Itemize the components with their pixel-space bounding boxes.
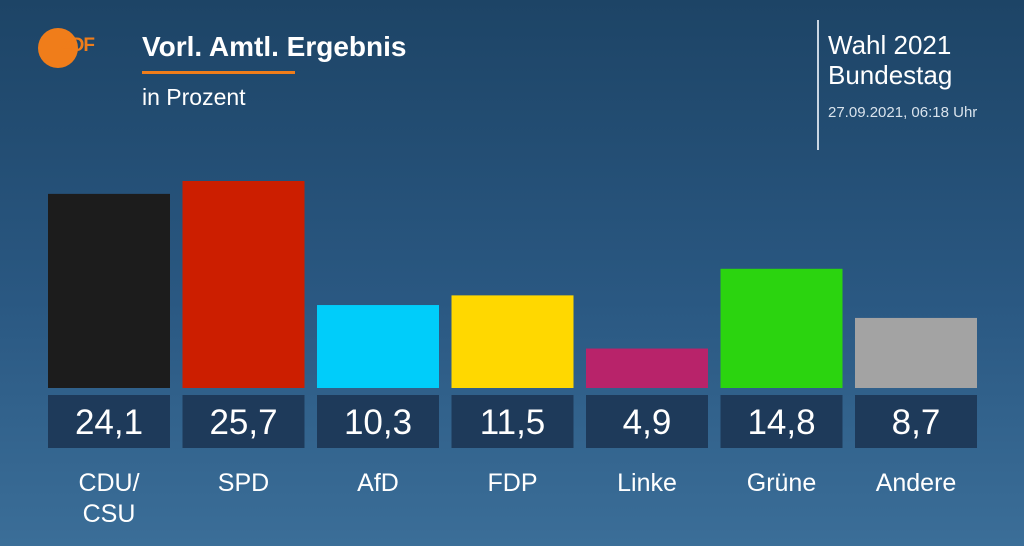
category-label-6: Andere bbox=[875, 469, 957, 497]
bar-4 bbox=[586, 348, 708, 388]
value-label-3: 11,5 bbox=[480, 403, 546, 442]
election-year: Wahl 2021 bbox=[828, 30, 952, 60]
value-box-4 bbox=[586, 395, 708, 448]
value-label-0: 24,1 bbox=[75, 403, 143, 442]
value-label-2: 10,3 bbox=[344, 403, 412, 442]
category-label-1: SPD bbox=[217, 469, 270, 497]
result-timestamp: 27.09.2021, 06:18 Uhr bbox=[828, 104, 978, 121]
value-label-5: 14,8 bbox=[747, 403, 815, 442]
category-label-3: FDP bbox=[487, 469, 538, 497]
chart-title: Vorl. Amtl. Ergebnis bbox=[142, 31, 407, 62]
value-label-6: 8,7 bbox=[892, 403, 941, 442]
bar-2 bbox=[317, 305, 439, 388]
chart-subtitle: in Prozent bbox=[142, 84, 246, 110]
bar-3 bbox=[451, 295, 574, 388]
election-body: Bundestag bbox=[828, 60, 953, 90]
value-box-5 bbox=[720, 395, 843, 448]
title-underline bbox=[142, 71, 295, 74]
bar-0 bbox=[48, 193, 170, 388]
value-box-3 bbox=[451, 395, 574, 448]
bar-1 bbox=[182, 181, 305, 388]
category-label-4: Linke bbox=[617, 469, 677, 497]
value-label-1: 25,7 bbox=[209, 403, 277, 442]
election-info: Wahl 2021 Bundestag bbox=[828, 30, 952, 90]
value-box-2 bbox=[317, 395, 439, 448]
bar-6 bbox=[855, 317, 977, 388]
bar-5 bbox=[720, 268, 843, 388]
value-box-6 bbox=[855, 395, 977, 448]
category-label-2: AfD bbox=[357, 469, 399, 497]
value-box-0 bbox=[48, 395, 170, 448]
header-divider bbox=[817, 20, 819, 150]
value-box-1 bbox=[182, 395, 305, 448]
value-label-4: 4,9 bbox=[623, 403, 672, 442]
zdf-logo bbox=[38, 28, 78, 68]
category-label-5: Grüne bbox=[746, 469, 817, 497]
category-label-0: CDU/CSU bbox=[78, 469, 140, 528]
zdf-logo-text: ZDF bbox=[60, 35, 95, 56]
